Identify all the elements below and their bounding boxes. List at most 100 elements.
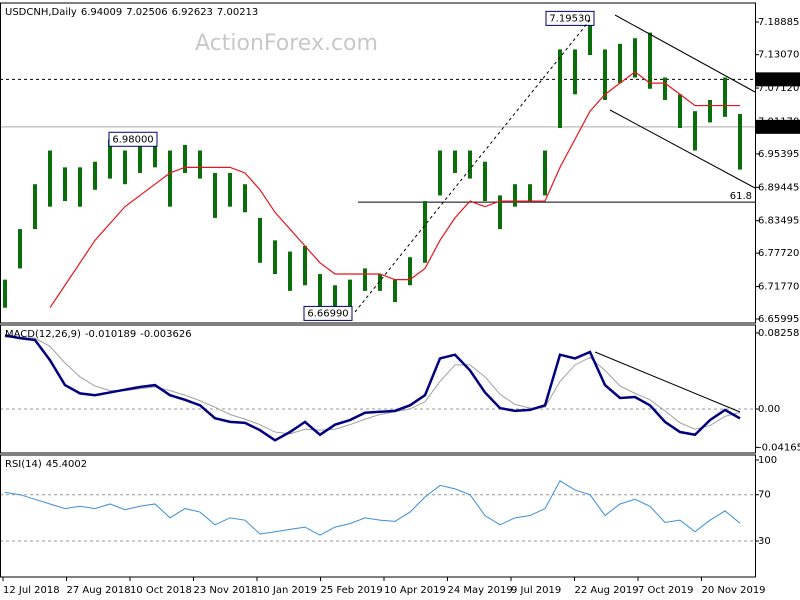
y-tick-label: 7.07120 xyxy=(758,83,799,94)
x-tick-label: 7 Oct 2019 xyxy=(638,585,693,596)
price-bar xyxy=(153,133,157,168)
price-bar xyxy=(453,150,457,173)
annotation-box xyxy=(303,305,353,321)
panel-title: RSI(14) xyxy=(5,459,42,470)
price-bar xyxy=(678,94,682,129)
price-bar xyxy=(78,167,82,207)
panel-title: MACD(12,26,9) xyxy=(5,329,81,340)
price-bar xyxy=(348,279,352,308)
price-bar xyxy=(363,268,367,291)
panel-frame xyxy=(0,2,756,324)
price-bar xyxy=(483,161,487,202)
price-bar xyxy=(408,257,412,286)
price-bar xyxy=(63,167,67,202)
level-label: 7.00213 xyxy=(758,122,799,133)
price-bar xyxy=(693,111,697,151)
price-bar xyxy=(558,49,562,129)
x-tick-label: 10 Jan 2019 xyxy=(257,585,317,596)
price-bar xyxy=(18,229,22,269)
price-bar xyxy=(438,150,442,196)
price-bar xyxy=(618,43,622,84)
channel-upper xyxy=(614,14,756,93)
price-bar xyxy=(573,49,577,95)
readout-value: 7.02506 xyxy=(126,7,167,18)
price-bar xyxy=(633,38,637,78)
x-tick-label: 9 Jul 2019 xyxy=(511,585,561,596)
panel-header: MACD(12,26,9) -0.010189 -0.003626 xyxy=(5,329,192,340)
annotation-box xyxy=(545,10,595,26)
price-bar xyxy=(198,150,202,179)
level-tag xyxy=(755,119,800,134)
price-bar xyxy=(93,161,97,190)
price-bar xyxy=(738,114,742,170)
price-bar xyxy=(498,195,502,230)
price-bar xyxy=(513,184,517,207)
price-bar xyxy=(303,245,307,286)
x-tick-label: 10 Apr 2019 xyxy=(384,585,446,596)
price-bar xyxy=(48,150,52,207)
readout-value: 7.00213 xyxy=(217,7,258,18)
watermark: ActionForex.com xyxy=(195,31,378,56)
panel-frame xyxy=(0,324,756,454)
price-bar xyxy=(228,172,232,207)
y-tick-label: 6.89445 xyxy=(758,182,799,193)
price-bar xyxy=(243,184,247,213)
readout-value: 6.92623 xyxy=(172,7,213,18)
price-bar xyxy=(468,150,472,179)
y-tick-label: 0.00 xyxy=(758,404,780,415)
price-bar xyxy=(183,144,187,173)
y-tick-label: -0.041659 xyxy=(758,442,800,453)
y-tick-label: 6.65995 xyxy=(758,314,799,325)
level-label: 7.08670 xyxy=(758,74,799,85)
price-bar xyxy=(168,150,172,207)
y-tick-label: 6.83495 xyxy=(758,216,799,227)
price-bar xyxy=(528,184,532,202)
price-bar xyxy=(663,77,667,100)
y-tick-label: 70 xyxy=(758,490,771,501)
y-tick-label: 30 xyxy=(758,536,771,547)
price-bar xyxy=(258,217,262,263)
price-bar xyxy=(33,184,37,230)
x-tick-label: 22 Aug 2019 xyxy=(575,585,639,596)
x-tick-label: 27 Aug 2018 xyxy=(67,585,131,596)
y-tick-label: 6.71770 xyxy=(758,282,799,293)
annotation-label: 6.98000 xyxy=(112,134,153,145)
price-bar xyxy=(423,201,427,263)
trend-line xyxy=(354,19,591,313)
x-tick-label: 25 Feb 2019 xyxy=(321,585,383,596)
price-bar xyxy=(708,99,712,123)
moving-average xyxy=(49,71,740,309)
price-bar xyxy=(588,18,592,56)
price-bar xyxy=(288,251,292,291)
price-bar xyxy=(138,139,142,173)
panel-title: USDCNH,Daily xyxy=(5,7,77,18)
price-bar xyxy=(378,274,382,291)
x-tick-label: 20 Nov 2019 xyxy=(702,585,766,596)
price-bar xyxy=(108,139,112,179)
price-bar xyxy=(393,279,397,303)
annotation-label: 7.19530 xyxy=(549,13,590,24)
macd-trend-line xyxy=(594,351,741,413)
y-tick-label: 7.18885 xyxy=(758,17,799,28)
indicator-line xyxy=(4,334,741,442)
price-bar xyxy=(123,150,127,185)
price-bar xyxy=(213,172,217,218)
annotation-box xyxy=(108,131,158,147)
x-tick-label: 23 Nov 2018 xyxy=(194,585,258,596)
indicator-line xyxy=(4,480,741,536)
price-bar xyxy=(3,279,7,308)
readout-value: 45.4002 xyxy=(46,459,87,470)
fib-label: 61.8 xyxy=(730,191,752,202)
panel-header: RSI(14) 45.4002 xyxy=(5,459,87,470)
x-tick-label: 24 May 2019 xyxy=(448,585,513,596)
price-bar xyxy=(603,49,607,100)
x-tick-label: 10 Oct 2018 xyxy=(130,585,192,596)
price-bar xyxy=(333,285,337,314)
price-bar xyxy=(273,240,277,275)
y-tick-label: 0.082582 xyxy=(758,328,800,339)
y-tick-label: 6.95395 xyxy=(758,149,799,160)
annotation-label: 6.66990 xyxy=(307,308,348,319)
readout-value: -0.003626 xyxy=(140,329,191,340)
price-bar xyxy=(648,32,652,89)
